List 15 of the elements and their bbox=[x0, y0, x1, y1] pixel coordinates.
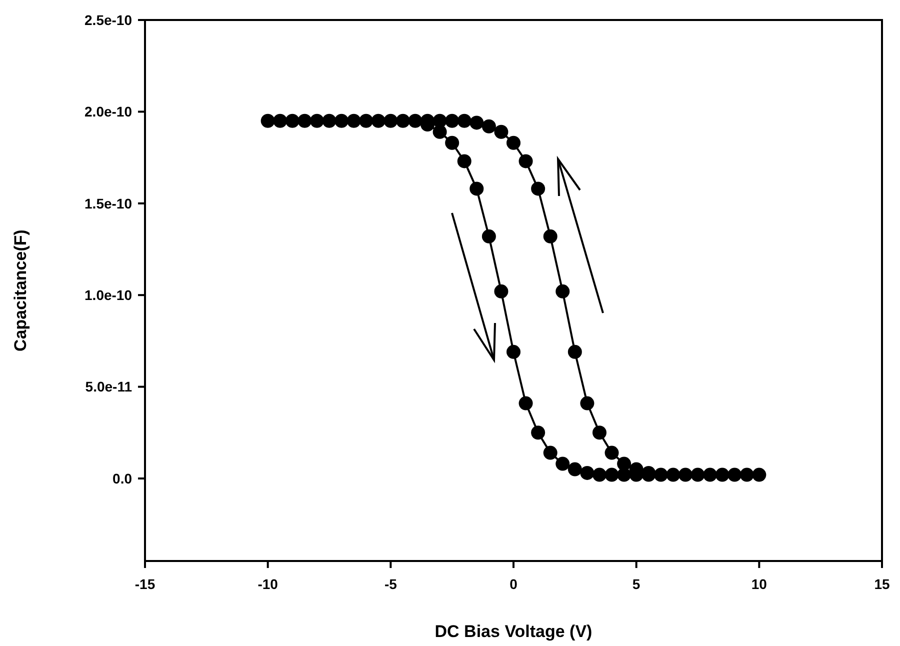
y-tick-label: 0.0 bbox=[112, 470, 132, 486]
x-tick-label: -5 bbox=[384, 576, 398, 592]
y-tick-label: 5.0e-11 bbox=[85, 378, 132, 395]
x-tick-label: 15 bbox=[874, 576, 890, 592]
y-tick-label: 1.5e-10 bbox=[84, 195, 132, 212]
y-tick-label: 1.0e-10 bbox=[84, 286, 132, 303]
y-tick-label: 2.5e-10 bbox=[84, 12, 132, 28]
y-axis-title: Capacitance(F) bbox=[11, 230, 30, 352]
x-axis-title: DC Bias Voltage (V) bbox=[434, 622, 592, 641]
x-tick-label: 5 bbox=[632, 576, 640, 592]
x-tick-label: -15 bbox=[134, 576, 156, 592]
y-tick-label: 2.0e-10 bbox=[84, 104, 132, 120]
x-tick-label: -10 bbox=[258, 576, 278, 592]
x-tick-label: 10 bbox=[751, 576, 768, 592]
x-tick-label: 0 bbox=[510, 576, 518, 592]
